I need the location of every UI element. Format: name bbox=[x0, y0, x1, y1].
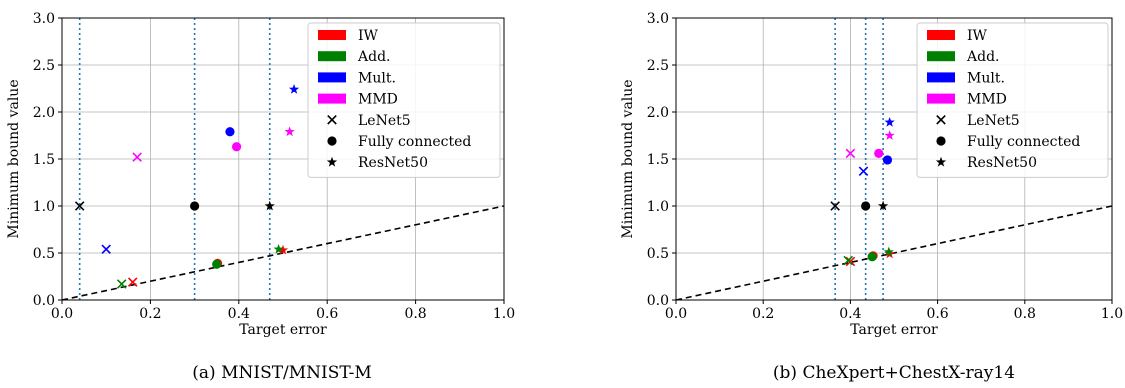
legend-swatch-mmd bbox=[927, 93, 955, 104]
legend-swatch-iw bbox=[927, 30, 955, 40]
legend-label: Add. bbox=[357, 49, 390, 65]
data-point-mmd-10 bbox=[231, 142, 242, 152]
legend-marker-resnet50 bbox=[935, 156, 947, 167]
data-point-mult-5 bbox=[858, 166, 869, 176]
x-tick-label: 0.4 bbox=[228, 306, 250, 322]
legend-marker-lenet5 bbox=[327, 115, 337, 125]
data-point-mult-5 bbox=[101, 244, 111, 255]
legend-swatch-add bbox=[318, 51, 346, 62]
legend-swatch-iw bbox=[318, 30, 346, 40]
y-axis-label: Minimum bound value bbox=[6, 79, 22, 238]
x-tick-label: 1.0 bbox=[1101, 306, 1123, 322]
y-tick-label: 2.5 bbox=[647, 58, 669, 74]
legend-marker-fully-connected bbox=[327, 136, 337, 146]
data-point-black-2 bbox=[877, 200, 889, 211]
y-tick-label: 0.5 bbox=[647, 246, 669, 262]
legend-label: MMD bbox=[358, 92, 398, 108]
data-point-black-0 bbox=[830, 201, 840, 211]
x-tick-label: 0.4 bbox=[839, 306, 861, 322]
legend-label: ResNet50 bbox=[967, 155, 1037, 171]
data-point-mmd-10 bbox=[874, 148, 884, 158]
legend-swatch-mmd bbox=[318, 93, 346, 104]
data-point-add-8 bbox=[867, 252, 877, 262]
data-point-add-12 bbox=[273, 243, 284, 254]
x-tick-label: 0.6 bbox=[316, 306, 338, 322]
figure-caption: (a) MNIST/MNIST-M bbox=[192, 363, 371, 383]
legend-label: IW bbox=[967, 28, 988, 44]
legend-label: IW bbox=[358, 28, 379, 44]
data-point-iw-3 bbox=[127, 277, 138, 287]
legend-swatch-add bbox=[927, 51, 955, 62]
x-tick-label: 0.6 bbox=[926, 306, 948, 322]
x-axis-label: Target error bbox=[850, 322, 938, 338]
legend-marker-lenet5 bbox=[936, 115, 946, 125]
x-tick-label: 0.8 bbox=[404, 306, 426, 322]
legend-label: Add. bbox=[966, 49, 999, 65]
x-tick-label: 0.8 bbox=[1014, 306, 1036, 322]
x-tick-label: 0.0 bbox=[51, 306, 73, 322]
data-point-mmd-6 bbox=[132, 152, 142, 162]
chart-panel-a: 0.0 0.2 0.4 0.6 0.8 1.0 0.0 0.5 1.0 1.5 2.0 2.5 3.0 T… bbox=[6, 11, 515, 383]
legend-label: ResNet50 bbox=[358, 155, 428, 171]
data-point-black-1 bbox=[861, 201, 871, 211]
x-tick-label: 1.0 bbox=[493, 306, 515, 322]
legend: IW Add. Mult. MMD LeNet5 Fully connected ResNe… bbox=[307, 22, 501, 178]
legend-label: MMD bbox=[967, 92, 1007, 108]
legend-box bbox=[307, 22, 501, 178]
legend-label: Mult. bbox=[358, 70, 396, 86]
data-point-mult-13 bbox=[288, 84, 300, 94]
legend-swatch-mult bbox=[318, 72, 346, 83]
data-point-iw-11 bbox=[277, 244, 289, 255]
x-tick-label: 0.2 bbox=[139, 306, 161, 322]
y-tick-label: 2.0 bbox=[647, 105, 669, 121]
y-tick-label: 0.0 bbox=[647, 293, 669, 309]
legend-label: LeNet5 bbox=[967, 113, 1020, 129]
legend-swatch-mult bbox=[927, 72, 955, 83]
y-tick-label: 1.5 bbox=[647, 152, 669, 168]
data-point-add-4 bbox=[843, 255, 853, 266]
y-tick-label: 0.0 bbox=[33, 293, 55, 309]
y-tick-label: 1.0 bbox=[33, 199, 55, 215]
figure-caption: (b) CheXpert+ChestX-ray14 bbox=[773, 363, 1015, 383]
data-point-add-4 bbox=[116, 279, 127, 289]
y-tick-label: 2.0 bbox=[33, 105, 55, 121]
legend-label: Fully connected bbox=[967, 134, 1080, 150]
y-tick-label: 2.5 bbox=[33, 58, 55, 74]
legend-marker-fully-connected bbox=[936, 136, 946, 146]
data-point-black-0 bbox=[74, 201, 85, 211]
data-point-mult-9 bbox=[882, 155, 893, 165]
y-tick-label: 1.0 bbox=[647, 199, 669, 215]
x-tick-label: 0.0 bbox=[665, 306, 687, 322]
y-tick-label: 3.0 bbox=[647, 11, 669, 27]
legend-box bbox=[916, 22, 1109, 178]
x-axis-label: Target error bbox=[239, 322, 327, 338]
legend-label: LeNet5 bbox=[358, 113, 411, 129]
data-point-iw-3 bbox=[845, 256, 856, 267]
data-point-mult-9 bbox=[225, 127, 235, 137]
y-tick-label: 0.5 bbox=[33, 246, 55, 262]
data-point-mmd-14 bbox=[884, 130, 895, 140]
data-point-add-8 bbox=[212, 259, 222, 269]
legend-marker-resnet50 bbox=[326, 156, 338, 167]
legend-label: Fully connected bbox=[358, 134, 471, 150]
y-tick-label: 1.5 bbox=[33, 152, 55, 168]
reference-dashed-line bbox=[675, 205, 1113, 301]
data-point-mult-13 bbox=[884, 116, 895, 127]
x-tick-label: 0.2 bbox=[752, 306, 774, 322]
data-point-add-12 bbox=[883, 246, 894, 257]
y-tick-label: 3.0 bbox=[33, 11, 55, 27]
data-point-mmd-6 bbox=[845, 148, 856, 159]
y-axis-label: Minimum bound value bbox=[620, 79, 636, 238]
data-point-black-2 bbox=[264, 200, 275, 211]
legend-label: Mult. bbox=[967, 70, 1005, 86]
chart-panel-b: 0.0 0.2 0.4 0.6 0.8 1.0 0.0 0.5 1.0 1.5 2.0 2.5 3.0 T… bbox=[620, 11, 1123, 383]
data-point-mmd-14 bbox=[284, 126, 295, 137]
legend: IW Add. Mult. MMD LeNet5 Fully connected ResNe… bbox=[916, 22, 1109, 178]
data-point-black-1 bbox=[190, 201, 200, 211]
